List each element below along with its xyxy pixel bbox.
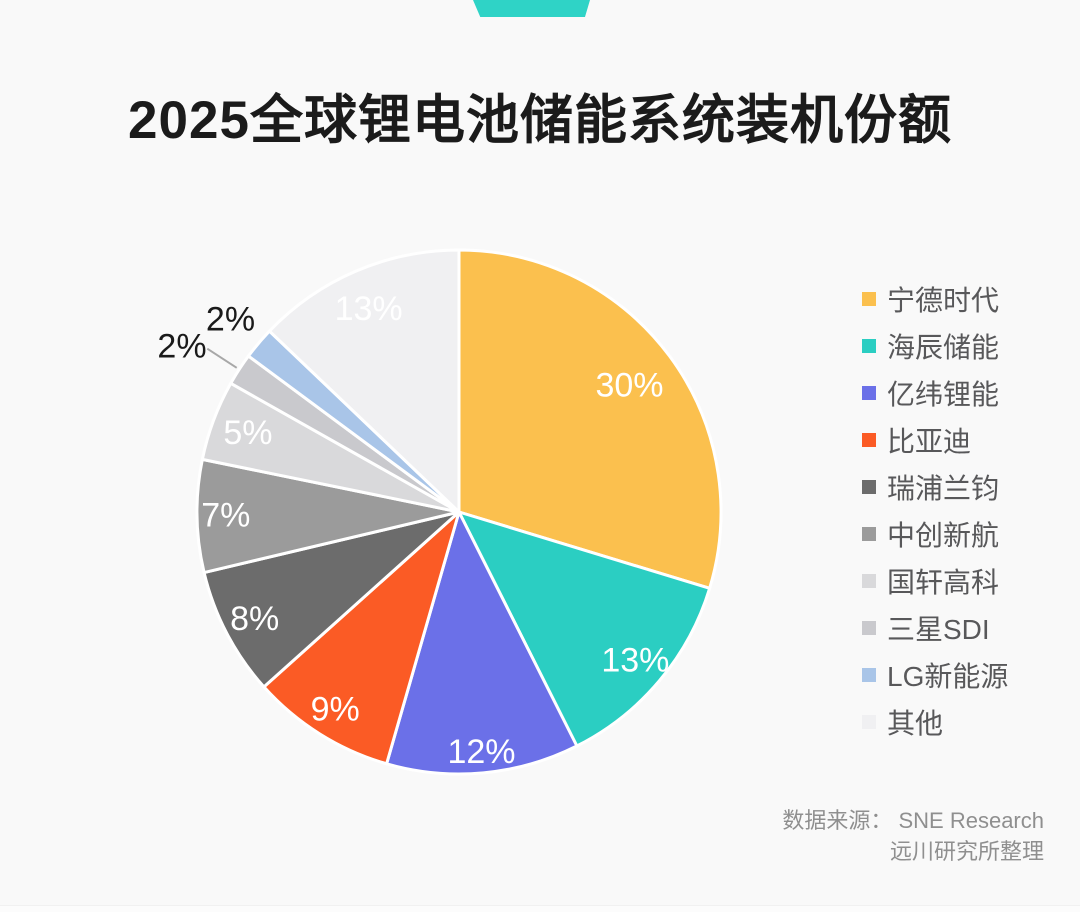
pie-slice-2	[385, 510, 579, 776]
pie-slice-3	[262, 510, 461, 766]
legend-swatch-icon	[862, 526, 876, 541]
legend-swatch-icon	[862, 714, 876, 729]
source-line-1: 数据来源： SNE Research	[782, 808, 1044, 833]
legend-label: 国轩高科	[887, 566, 1000, 598]
legend-label: 三星SDI	[887, 613, 990, 645]
legend-label: 海辰储能	[887, 331, 1000, 363]
pie-slice-label-4: 8%	[230, 600, 279, 638]
pie-slice-label-5: 7%	[201, 497, 250, 535]
source-line-2: 远川研究所整理	[889, 839, 1044, 864]
legend-swatch-icon	[862, 385, 876, 400]
accent-badge	[473, 0, 590, 17]
legend-item-8: LG新能源	[862, 658, 1062, 692]
legend-label: 其他	[887, 707, 944, 739]
legend-label: 比亚迪	[887, 425, 972, 457]
pie-slice-1	[457, 510, 712, 748]
pie-slice-label-3: 9%	[311, 691, 360, 729]
legend-item-3: 比亚迪	[862, 423, 1062, 457]
pie-slice-0	[457, 248, 723, 590]
pie-slice-label-9: 13%	[335, 290, 403, 328]
pie-slice-4	[202, 510, 461, 689]
pie-slice-label-1: 13%	[601, 642, 669, 680]
pie-slice-5	[195, 457, 461, 575]
legend-label: 亿纬锂能	[887, 378, 1000, 410]
pie-slice-label-0: 30%	[595, 367, 663, 405]
legend-item-6: 国轩高科	[862, 564, 1062, 598]
legend-label: 中创新航	[887, 519, 1000, 551]
legend-label: 宁德时代	[887, 284, 1000, 316]
legend-label: 瑞浦兰钧	[887, 472, 1000, 504]
source-note: 数据来源： SNE Research 远川研究所整理	[782, 805, 1044, 867]
legend-item-5: 中创新航	[862, 517, 1062, 551]
legend-item-0: 宁德时代	[862, 282, 1062, 316]
legend-swatch-icon	[862, 620, 876, 635]
legend-swatch-icon	[862, 291, 876, 306]
legend-label: LG新能源	[887, 660, 1009, 692]
bottom-divider	[0, 905, 1080, 912]
pie-slice-label-7: 2%	[157, 327, 206, 365]
legend-swatch-icon	[862, 338, 876, 353]
legend-item-4: 瑞浦兰钧	[862, 470, 1062, 504]
pie-slice-label-6: 5%	[223, 414, 272, 452]
legend-swatch-icon	[862, 667, 876, 682]
pie-slice-label-2: 12%	[447, 733, 515, 771]
legend-item-2: 亿纬锂能	[862, 376, 1062, 410]
legend-swatch-icon	[862, 479, 876, 494]
pie-slice-label-8: 2%	[206, 301, 255, 339]
pie-slice-9	[267, 248, 461, 514]
legend-swatch-icon	[862, 573, 876, 588]
page-title: 2025全球锂电池储能系统装机份额	[128, 91, 952, 150]
legend-item-9: 其他	[862, 705, 1062, 739]
legend-swatch-icon	[862, 432, 876, 447]
legend-item-1: 海辰储能	[862, 329, 1062, 363]
legend-item-7: 三星SDI	[862, 611, 1062, 645]
label-leader-line	[206, 347, 238, 369]
chart-legend: 宁德时代海辰储能亿纬锂能比亚迪瑞浦兰钧中创新航国轩高科三星SDI LG新能源其他	[862, 282, 1062, 752]
